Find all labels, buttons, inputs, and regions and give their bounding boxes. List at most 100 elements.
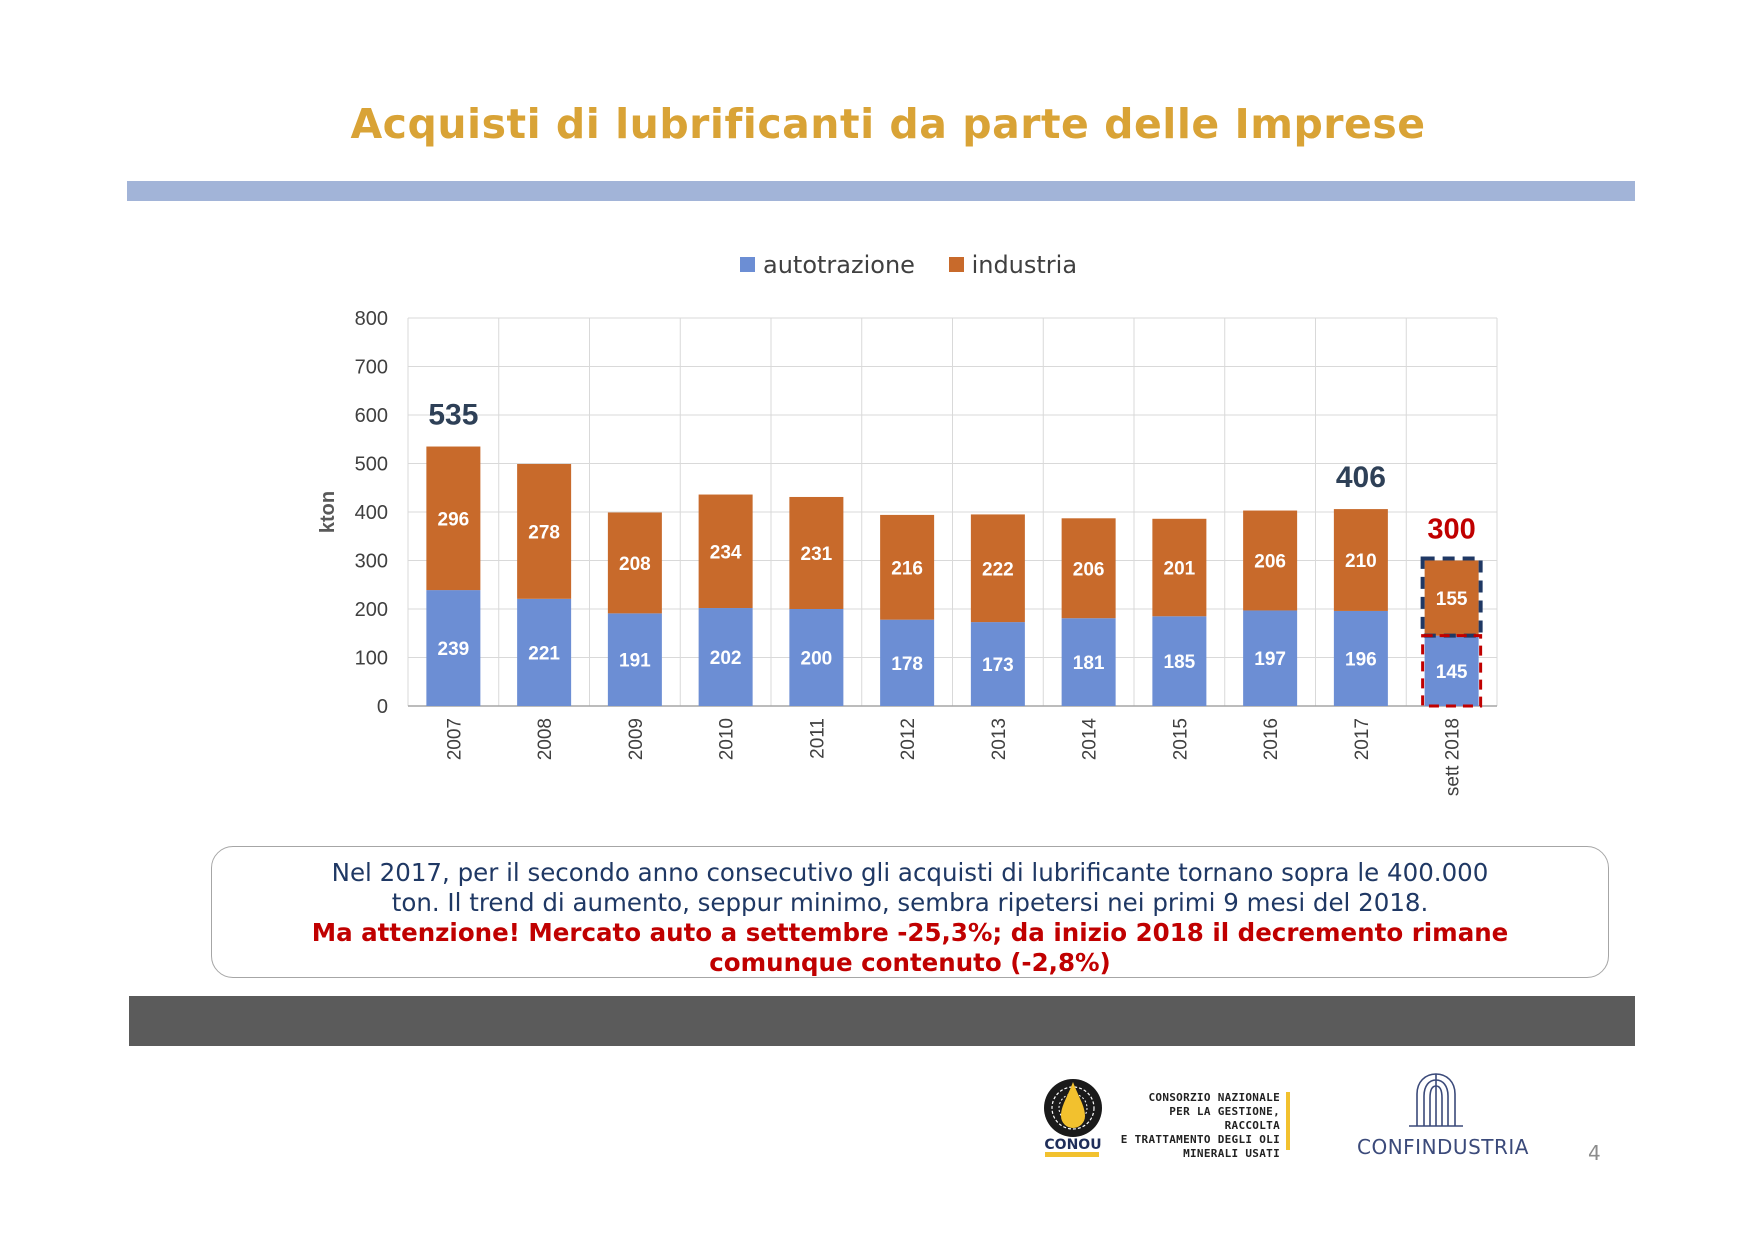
bar-industria <box>1243 510 1298 611</box>
bar-autotrazione <box>607 613 662 706</box>
data-label-autotrazione: 221 <box>528 643 560 664</box>
x-tick-label: 2010 <box>717 718 738 760</box>
data-label-autotrazione: 181 <box>1073 653 1105 674</box>
data-label-industria: 155 <box>1436 589 1468 610</box>
x-tick-label: 2009 <box>626 718 647 760</box>
bar-autotrazione <box>789 609 844 706</box>
data-label-industria: 234 <box>710 542 742 563</box>
conou-logo-icon <box>1044 1079 1102 1157</box>
x-tick-label: 2007 <box>444 718 465 760</box>
x-tick-label: 2014 <box>1080 718 1101 761</box>
bar-industria <box>698 494 753 609</box>
bar-autotrazione <box>1243 610 1298 706</box>
legend-label-autotrazione: autotrazione <box>763 250 915 279</box>
data-label-autotrazione: 200 <box>801 649 833 670</box>
x-tick-label: 2011 <box>807 718 828 759</box>
x-tick-label: 2013 <box>989 718 1010 760</box>
bar-autotrazione <box>517 598 572 706</box>
y-axis-label: kton <box>317 491 339 533</box>
note-line-4: comunque contenuto (-2,8%) <box>709 948 1111 977</box>
x-tick-label: 2008 <box>535 718 556 760</box>
y-tick-label: 100 <box>355 648 388 670</box>
legend-item-industria: industria <box>948 250 1078 279</box>
note-line-3: Ma attenzione! Mercato auto a settembre … <box>311 918 1509 947</box>
bar-autotrazione <box>1061 618 1116 706</box>
data-label-industria: 278 <box>528 522 560 543</box>
bar-industria <box>789 496 844 609</box>
x-tick-label: 2017 <box>1352 718 1373 760</box>
conou-line-3: E TRATTAMENTO DEGLI OLI <box>1120 1133 1280 1146</box>
data-label-autotrazione: 145 <box>1436 662 1468 683</box>
bar-industria <box>517 463 572 599</box>
conou-name: CONOU <box>1044 1137 1102 1153</box>
bar-industria <box>1061 518 1116 619</box>
data-label-autotrazione: 178 <box>891 654 923 675</box>
conou-line-2: PER LA GESTIONE, RACCOLTA <box>1169 1105 1280 1132</box>
data-label-autotrazione: 197 <box>1254 649 1286 670</box>
confindustria-label: CONFINDUSTRIA <box>1357 1135 1529 1159</box>
data-label-industria: 206 <box>1073 559 1105 580</box>
legend-swatch-industria <box>948 257 964 272</box>
total-annotation: 535 <box>428 399 478 432</box>
note-line-1: Nel 2017, per il secondo anno consecutiv… <box>331 858 1489 887</box>
total-annotation: 300 <box>1427 514 1475 546</box>
header-band <box>127 181 1635 201</box>
conou-accent-bar <box>1286 1092 1290 1150</box>
data-label-industria: 206 <box>1254 552 1286 573</box>
bar-autotrazione <box>880 619 935 706</box>
legend-label-industria: industria <box>971 250 1078 279</box>
bar-autotrazione <box>1333 610 1388 706</box>
highlight-box-industria <box>1420 556 1483 638</box>
bar-industria <box>1424 560 1479 636</box>
bar-autotrazione <box>698 608 753 706</box>
legend-swatch-autotrazione <box>740 257 755 272</box>
y-tick-label: 300 <box>355 551 388 573</box>
bar-autotrazione <box>970 622 1025 706</box>
conou-line-1: CONSORZIO NAZIONALE <box>1148 1091 1280 1104</box>
bar-autotrazione <box>1152 616 1207 706</box>
conou-description: CONSORZIO NAZIONALE PER LA GESTIONE, RAC… <box>1110 1091 1280 1161</box>
chart-legend: autotrazione industria <box>740 250 1103 279</box>
y-tick-label: 800 <box>355 308 388 330</box>
conou-line-4: MINERALI USATI <box>1183 1147 1280 1160</box>
data-label-industria: 210 <box>1345 551 1377 572</box>
x-tick-label: 2012 <box>898 718 919 760</box>
page-number: 4 <box>1588 1141 1601 1165</box>
bar-industria <box>970 514 1025 623</box>
note-line-2: ton. Il trend di aumento, seppur minimo,… <box>391 888 1429 917</box>
x-tick-label: sett 2018 <box>1443 718 1464 796</box>
data-label-autotrazione: 173 <box>982 655 1014 676</box>
highlight-box-autotrazione <box>1421 634 1483 708</box>
data-label-industria: 231 <box>801 544 833 565</box>
data-label-industria: 208 <box>619 554 651 575</box>
data-label-autotrazione: 239 <box>438 639 470 660</box>
data-label-autotrazione: 196 <box>1345 649 1377 670</box>
bar-industria <box>880 514 935 620</box>
data-label-industria: 201 <box>1164 559 1196 580</box>
bar-industria <box>1152 518 1207 617</box>
y-tick-label: 200 <box>355 599 388 621</box>
note-box: Nel 2017, per il secondo anno consecutiv… <box>211 846 1609 978</box>
footer-band <box>129 996 1635 1046</box>
x-tick-label: 2015 <box>1170 718 1191 760</box>
x-tick-label: 2016 <box>1261 718 1282 760</box>
data-label-autotrazione: 202 <box>710 648 742 669</box>
stacked-bar-chart: 0 100 200 300 400 500 600 700 800 kton 239 296 2007 2… <box>317 308 1498 796</box>
total-annotation: 406 <box>1336 461 1386 494</box>
confindustria-logo-icon <box>1409 1073 1463 1127</box>
legend-item-autotrazione: autotrazione <box>740 251 915 279</box>
data-label-industria: 296 <box>438 509 470 530</box>
y-tick-label: 400 <box>355 502 388 524</box>
page-title: Acquisti di lubrificanti da parte delle … <box>350 100 1426 148</box>
bar-industria <box>426 446 481 591</box>
y-tick-label: 700 <box>355 357 388 379</box>
data-label-autotrazione: 191 <box>619 651 651 672</box>
y-tick-label: 600 <box>355 405 388 427</box>
y-tick-label: 500 <box>355 454 388 476</box>
data-label-industria: 216 <box>891 558 923 579</box>
bar-autotrazione <box>426 590 481 706</box>
y-tick-label: 0 <box>377 696 388 718</box>
data-label-autotrazione: 185 <box>1164 652 1196 673</box>
data-label-industria: 222 <box>982 559 1014 580</box>
bar-industria <box>607 512 662 614</box>
